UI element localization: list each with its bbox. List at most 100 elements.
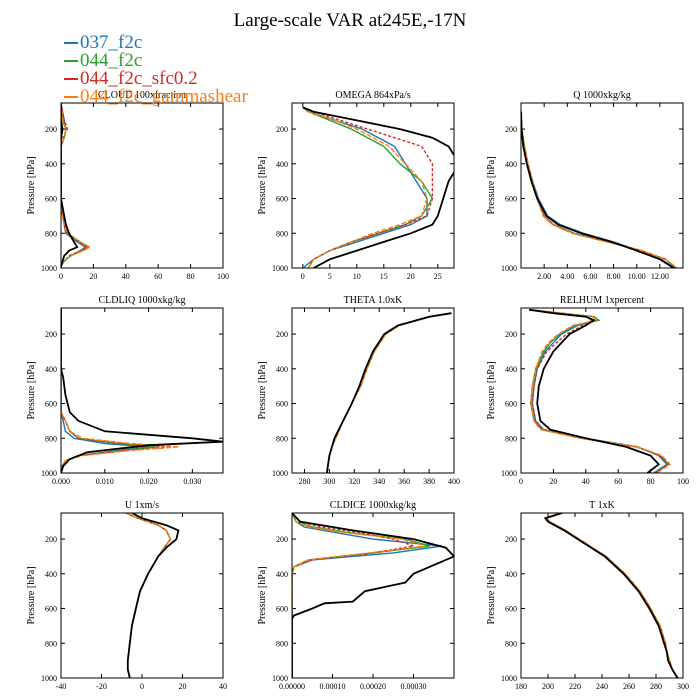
series-line	[61, 308, 149, 473]
legend-label: 044_f2c	[80, 50, 143, 71]
panel-title: THETA 1.0xK	[344, 295, 403, 306]
y-tick-label: 800	[276, 639, 288, 648]
series-line	[326, 312, 451, 473]
chart-panel: THETA 1.0xK Pressure [hPa] 200 400 600 800 100…	[257, 295, 460, 486]
x-tick-label: 0.00010	[320, 682, 346, 691]
series-line	[326, 312, 451, 473]
x-tick-label: 20	[89, 272, 97, 281]
y-tick-label: 400	[276, 570, 288, 579]
plot-frame	[291, 307, 455, 474]
y-axis-label: Pressure [hPa]	[257, 361, 268, 419]
x-tick-label: 400	[448, 477, 460, 486]
series-line	[545, 513, 679, 678]
series-line	[521, 111, 677, 268]
x-tick-label: 40	[582, 477, 590, 486]
y-tick-label: 800	[276, 434, 288, 443]
x-tick-label: 180	[515, 682, 527, 691]
y-tick-label: 600	[505, 195, 517, 204]
panel-title: RELHUM 1xpercent	[560, 295, 644, 306]
x-tick-label: 300	[677, 682, 689, 691]
series-line	[292, 513, 414, 678]
x-tick-label: 300	[323, 477, 335, 486]
series-line	[61, 103, 92, 268]
y-tick-label: 1000	[272, 264, 288, 273]
series-line	[326, 312, 451, 473]
panel-title: T 1xK	[589, 500, 615, 511]
panel-title: OMEGA 864xPa/s	[335, 90, 410, 101]
series-line	[125, 513, 172, 678]
y-tick-label: 400	[45, 365, 57, 374]
x-tick-label: 280	[298, 477, 310, 486]
legend-swatch	[64, 60, 78, 62]
legend-entry: 044_f2c_gammashear	[64, 87, 248, 106]
y-tick-label: 600	[45, 195, 57, 204]
y-tick-label: 600	[276, 195, 288, 204]
y-tick-label: 200	[505, 535, 517, 544]
y-tick-label: 1000	[41, 264, 57, 273]
series-line	[529, 309, 670, 473]
legend-entry: 037_f2c	[64, 33, 248, 52]
y-tick-label: 1000	[41, 674, 57, 683]
series-line	[529, 309, 672, 473]
plot-frame	[291, 102, 455, 269]
series-line	[529, 309, 670, 473]
series-line	[292, 513, 454, 678]
y-tick-label: 200	[45, 535, 57, 544]
x-tick-label: 0.010	[96, 477, 114, 486]
series-line	[125, 513, 172, 678]
legend-label: 044_f2c_sfc0.2	[80, 68, 198, 89]
x-tick-label: 20	[407, 272, 415, 281]
series-line	[125, 513, 172, 678]
series-line	[543, 513, 679, 678]
panel-title: U 1xm/s	[125, 500, 159, 511]
series-line	[125, 513, 172, 678]
series-line	[326, 312, 451, 473]
plot-frame	[520, 102, 684, 269]
panel-title: CLOUD 100xfraction	[98, 90, 186, 101]
x-tick-label: 10	[353, 272, 361, 281]
x-tick-label: 25	[434, 272, 442, 281]
x-tick-label: 40	[122, 272, 130, 281]
series-line	[545, 513, 679, 678]
x-tick-label: 20	[179, 682, 187, 691]
series-line	[292, 513, 426, 678]
y-tick-label: 200	[276, 535, 288, 544]
plot-frame	[520, 307, 684, 474]
y-axis-label: Pressure [hPa]	[486, 156, 497, 214]
y-tick-label: 600	[505, 400, 517, 409]
x-tick-label: 100	[217, 272, 229, 281]
legend: 037_f2c 044_f2c 044_f2c_sfc0.2 044_f2c_g…	[64, 33, 248, 106]
y-tick-label: 600	[276, 400, 288, 409]
x-tick-label: 260	[623, 682, 635, 691]
series-line	[545, 513, 679, 678]
plot-frame	[291, 512, 455, 679]
y-tick-label: 400	[505, 160, 517, 169]
plot-frame	[60, 307, 224, 474]
y-tick-label: 200	[276, 330, 288, 339]
series-line	[61, 308, 223, 473]
x-tick-label: 380	[423, 477, 435, 486]
y-axis-label: Pressure [hPa]	[26, 361, 37, 419]
y-tick-label: 600	[276, 605, 288, 614]
y-tick-label: 800	[276, 229, 288, 238]
legend-swatch	[64, 42, 78, 44]
series-line	[521, 111, 678, 268]
y-axis-label: Pressure [hPa]	[26, 566, 37, 624]
y-tick-label: 600	[505, 605, 517, 614]
x-tick-label: 100	[677, 477, 689, 486]
y-tick-label: 1000	[41, 469, 57, 478]
series-line	[545, 513, 679, 678]
x-tick-label: 340	[373, 477, 385, 486]
y-tick-label: 400	[45, 160, 57, 169]
x-tick-label: 8.00	[607, 272, 621, 281]
plot-frame	[60, 102, 224, 269]
panel-title: CLDLIQ 1000xkg/kg	[99, 295, 186, 306]
chart-panel: Q 1000xkg/kg Pressure [hPa] 200 400 600 800 10…	[486, 90, 684, 281]
chart-panel: CLDLIQ 1000xkg/kg Pressure [hPa] 200 400 600…	[26, 295, 224, 486]
legend-swatch	[64, 78, 78, 80]
